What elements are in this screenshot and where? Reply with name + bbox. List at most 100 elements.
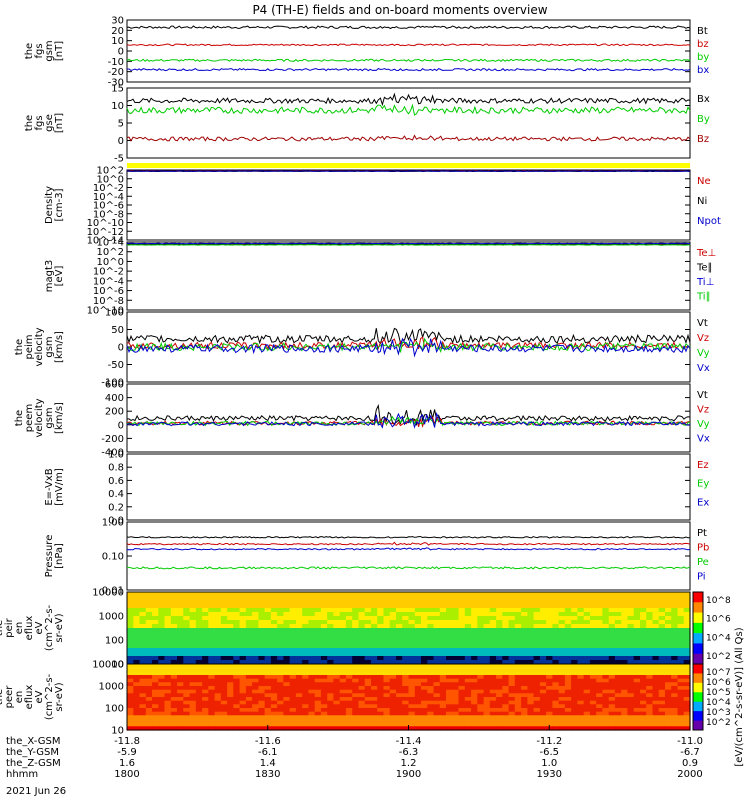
heatmap-cell xyxy=(295,640,303,645)
heatmap-cell xyxy=(596,697,604,702)
heatmap-cell xyxy=(158,704,166,709)
heatmap-cell xyxy=(646,719,654,724)
heatmap-cell xyxy=(358,715,366,720)
heatmap-cell xyxy=(608,697,616,702)
heatmap-cell xyxy=(546,664,553,669)
heatmap-cell xyxy=(158,722,166,727)
heatmap-cell xyxy=(564,726,572,731)
heatmap-cell xyxy=(583,612,591,617)
heatmap-cell xyxy=(546,604,553,609)
heatmap-cell xyxy=(333,632,341,637)
heatmap-cell xyxy=(477,636,485,641)
heatmap-cell xyxy=(133,722,141,727)
heatmap-cell xyxy=(277,671,284,676)
heatmap-cell xyxy=(621,726,629,731)
heatmap-cell xyxy=(646,628,654,633)
y-tick-label: 10^0 xyxy=(97,257,124,268)
heatmap-cell xyxy=(333,664,341,669)
heatmap-cell xyxy=(239,648,247,653)
heatmap-cell xyxy=(508,644,516,649)
heatmap-cell xyxy=(245,612,253,617)
heatmap-cell xyxy=(127,726,134,731)
heatmap-cell xyxy=(208,652,216,657)
heatmap-cell xyxy=(521,700,528,705)
heatmap-cell xyxy=(264,708,272,713)
heatmap-cell xyxy=(665,700,672,705)
heatmap-cell xyxy=(602,652,610,657)
heatmap-cell xyxy=(239,671,247,676)
heatmap-cell xyxy=(258,644,266,649)
heatmap-cell xyxy=(364,722,372,727)
heatmap-cell xyxy=(552,700,560,705)
heatmap-cell xyxy=(521,636,528,641)
heatmap-cell xyxy=(683,675,691,680)
heatmap-cell xyxy=(514,689,522,694)
heatmap-cell xyxy=(564,682,572,687)
heatmap-cell xyxy=(264,612,272,617)
heatmap-cell xyxy=(439,697,447,702)
heatmap-cell xyxy=(183,612,191,617)
heatmap-cell xyxy=(502,624,510,629)
heatmap-cell xyxy=(164,620,172,625)
heatmap-cell xyxy=(583,604,591,609)
heatmap-cell xyxy=(458,675,466,680)
heatmap-cell xyxy=(464,660,472,665)
heatmap-cell xyxy=(564,636,572,641)
heatmap-cell xyxy=(158,700,166,705)
y-tick-label: 0.01 xyxy=(102,586,124,597)
heatmap-cell xyxy=(402,719,410,724)
heatmap-cell xyxy=(671,608,679,613)
heatmap-cell xyxy=(458,612,466,617)
heatmap-cell xyxy=(514,671,522,676)
heatmap-cell xyxy=(295,678,303,683)
heatmap-cell xyxy=(571,678,578,683)
heatmap-cell xyxy=(489,628,497,633)
heatmap-cell xyxy=(589,656,597,661)
heatmap-cell xyxy=(558,711,566,716)
heatmap-cell xyxy=(427,722,435,727)
heatmap-cell xyxy=(289,704,297,709)
heatmap-cell xyxy=(408,620,416,625)
heatmap-cell xyxy=(139,664,147,669)
heatmap-cell xyxy=(233,600,241,605)
heatmap-cell xyxy=(164,644,172,649)
heatmap-cell xyxy=(627,697,635,702)
heatmap-cell xyxy=(608,704,616,709)
heatmap-cell xyxy=(433,697,441,702)
heatmap-cell xyxy=(227,700,234,705)
heatmap-cell xyxy=(577,620,585,625)
heatmap-cell xyxy=(195,686,203,691)
heatmap-cell xyxy=(139,722,147,727)
heatmap-cell xyxy=(208,612,216,617)
heatmap-cell xyxy=(464,604,472,609)
heatmap-cell xyxy=(133,648,141,653)
heatmap-cell xyxy=(195,660,203,665)
heatmap-cell xyxy=(446,700,453,705)
heatmap-cell xyxy=(489,608,497,613)
heatmap-cell xyxy=(133,628,141,633)
heatmap-cell xyxy=(239,636,247,641)
heatmap-cell xyxy=(183,620,191,625)
heatmap-cell xyxy=(452,644,460,649)
heatmap-cell xyxy=(133,678,141,683)
heatmap-cell xyxy=(514,711,522,716)
heatmap-cell xyxy=(170,612,178,617)
heatmap-cell xyxy=(414,708,422,713)
heatmap-cell xyxy=(546,608,553,613)
heatmap-cell xyxy=(665,620,672,625)
heatmap-cell xyxy=(364,604,372,609)
y-tick-label: 10^-2 xyxy=(93,267,124,278)
heatmap-cell xyxy=(402,708,410,713)
heatmap-cell xyxy=(364,704,372,709)
heatmap-cell xyxy=(527,715,535,720)
heatmap-cell xyxy=(320,632,328,637)
heatmap-cell xyxy=(683,644,691,649)
heatmap-cell xyxy=(345,697,353,702)
heatmap-cell xyxy=(245,628,253,633)
heatmap-cell xyxy=(652,628,660,633)
heatmap-cell xyxy=(214,700,222,705)
heatmap-cell xyxy=(596,648,604,653)
heatmap-cell xyxy=(433,592,441,597)
heatmap-cell xyxy=(252,604,259,609)
heatmap-cell xyxy=(546,624,553,629)
